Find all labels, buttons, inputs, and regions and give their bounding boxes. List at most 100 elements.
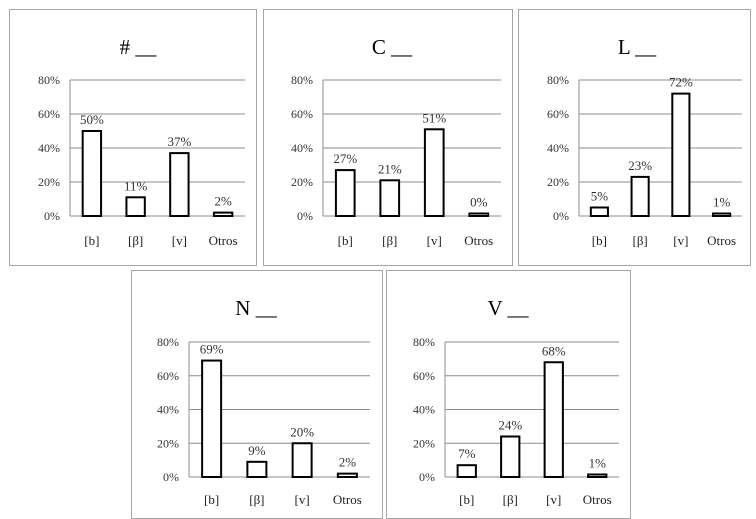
- bar: [456, 464, 477, 478]
- bar: [246, 460, 268, 478]
- category-label: [v]: [427, 233, 442, 248]
- category-label: Otros: [209, 233, 238, 248]
- data-label: 7%: [458, 446, 476, 461]
- data-label: 50%: [80, 112, 104, 127]
- bar: [423, 128, 445, 217]
- bar: [212, 211, 234, 218]
- y-tick-label: 20%: [291, 175, 313, 189]
- category-label: Otros: [464, 233, 493, 248]
- y-tick-label: 60%: [413, 369, 435, 383]
- category-label: Otros: [333, 492, 362, 507]
- chart-title: # __: [120, 35, 157, 59]
- data-label: 51%: [422, 110, 446, 125]
- bar: [543, 361, 564, 478]
- category-label: Otros: [707, 233, 736, 248]
- data-label: 37%: [167, 134, 191, 149]
- bar-chart-4: N __ 0% 20% 40% 60% 80% 69% [b] 9% [β] 20% [v] 2% Otr…: [157, 296, 370, 507]
- y-tick-label: 0%: [297, 209, 313, 223]
- y-tick-label: 60%: [157, 369, 179, 383]
- y-tick-label: 80%: [38, 73, 60, 87]
- category-label: [v]: [295, 492, 310, 507]
- data-label: 72%: [669, 75, 693, 90]
- category-label: Otros: [583, 492, 612, 507]
- data-label: 21%: [378, 161, 402, 176]
- category-label: [v]: [546, 492, 561, 507]
- y-tick-label: 0%: [419, 470, 435, 484]
- data-label: 11%: [124, 178, 148, 193]
- y-tick-label: 0%: [163, 470, 179, 484]
- category-label: [b]: [338, 233, 353, 248]
- y-tick-label: 40%: [38, 141, 60, 155]
- y-tick-label: 20%: [413, 436, 435, 450]
- bar: [81, 130, 103, 217]
- bar: [291, 442, 313, 478]
- category-label: [b]: [204, 492, 219, 507]
- chart-title: L __: [618, 35, 657, 59]
- bar: [587, 473, 608, 478]
- category-label: [β]: [128, 233, 143, 248]
- bar: [712, 212, 732, 217]
- category-label: [β]: [503, 492, 518, 507]
- data-label: 20%: [290, 424, 314, 439]
- chart-panel-2: C __ 0% 20% 40% 60% 80% 27% [b] 21% [β] 51% [v] 0% Ot…: [263, 9, 513, 266]
- y-tick-label: 40%: [413, 403, 435, 417]
- y-tick-label: 0%: [553, 209, 569, 223]
- y-tick-label: 80%: [413, 335, 435, 349]
- chart-title: V __: [487, 296, 529, 320]
- y-tick-label: 20%: [547, 175, 569, 189]
- bar: [379, 179, 401, 218]
- chart-title: N __: [235, 296, 277, 320]
- y-tick-label: 60%: [547, 107, 569, 121]
- bar: [630, 175, 650, 217]
- bar: [125, 196, 146, 218]
- bar: [589, 206, 609, 217]
- bar: [334, 169, 356, 218]
- bar-chart-2: C __ 0% 20% 40% 60% 80% 27% [b] 21% [β] 51% [v] 0% Ot…: [291, 35, 501, 248]
- y-tick-label: 80%: [547, 73, 569, 87]
- data-label: 9%: [248, 443, 266, 458]
- y-tick-label: 60%: [38, 107, 60, 121]
- data-label: 0%: [470, 195, 488, 210]
- data-label: 1%: [713, 195, 731, 210]
- chart-title: C __: [372, 35, 413, 59]
- bar-chart-1: # __ 0% 20% 40% 60% 80% 50% [b] 11% [β] 37% [v] 2% Ot…: [38, 35, 245, 248]
- data-label: 23%: [628, 158, 652, 173]
- bar-chart-3: L __ 0% 20% 40% 60% 80% 5% [b] 23% [β] 72% [v] 1% Otr…: [547, 35, 742, 248]
- data-label: 69%: [200, 342, 224, 357]
- bar: [201, 359, 223, 478]
- bar: [336, 472, 358, 478]
- data-label: 5%: [591, 189, 609, 204]
- y-tick-label: 40%: [291, 141, 313, 155]
- data-label: 1%: [589, 456, 607, 471]
- y-tick-label: 40%: [547, 141, 569, 155]
- chart-panel-3: L __ 0% 20% 40% 60% 80% 5% [b] 23% [β] 72% [v] 1% Otr…: [518, 9, 751, 266]
- chart-panel-1: # __ 0% 20% 40% 60% 80% 50% [b] 11% [β] 37% [v] 2% Ot…: [9, 9, 257, 266]
- y-tick-label: 20%: [157, 436, 179, 450]
- category-label: [β]: [632, 233, 647, 248]
- category-label: [β]: [249, 492, 264, 507]
- data-label: 2%: [214, 194, 232, 209]
- bar: [169, 152, 190, 218]
- y-tick-label: 40%: [157, 403, 179, 417]
- bar: [500, 435, 521, 478]
- y-tick-label: 60%: [291, 107, 313, 121]
- category-label: [b]: [592, 233, 607, 248]
- category-label: [v]: [673, 233, 688, 248]
- y-tick-label: 80%: [157, 335, 179, 349]
- bar: [468, 212, 490, 217]
- category-label: [b]: [84, 233, 99, 248]
- category-label: [v]: [172, 233, 187, 248]
- data-label: 27%: [333, 151, 357, 166]
- y-tick-label: 0%: [44, 209, 60, 223]
- bar: [671, 92, 691, 217]
- y-tick-label: 80%: [291, 73, 313, 87]
- data-label: 2%: [339, 455, 357, 470]
- chart-panel-4: N __ 0% 20% 40% 60% 80% 69% [b] 9% [β] 20% [v] 2% Otr…: [131, 270, 383, 519]
- category-label: [b]: [459, 492, 474, 507]
- y-tick-label: 20%: [38, 175, 60, 189]
- data-label: 24%: [498, 418, 522, 433]
- chart-panel-5: V __ 0% 20% 40% 60% 80% 7% [b] 24% [β] 68% [v] 1% Otr…: [386, 270, 631, 519]
- category-label: [β]: [382, 233, 397, 248]
- bar-chart-5: V __ 0% 20% 40% 60% 80% 7% [b] 24% [β] 68% [v] 1% Otr…: [413, 296, 619, 507]
- data-label: 68%: [542, 343, 566, 358]
